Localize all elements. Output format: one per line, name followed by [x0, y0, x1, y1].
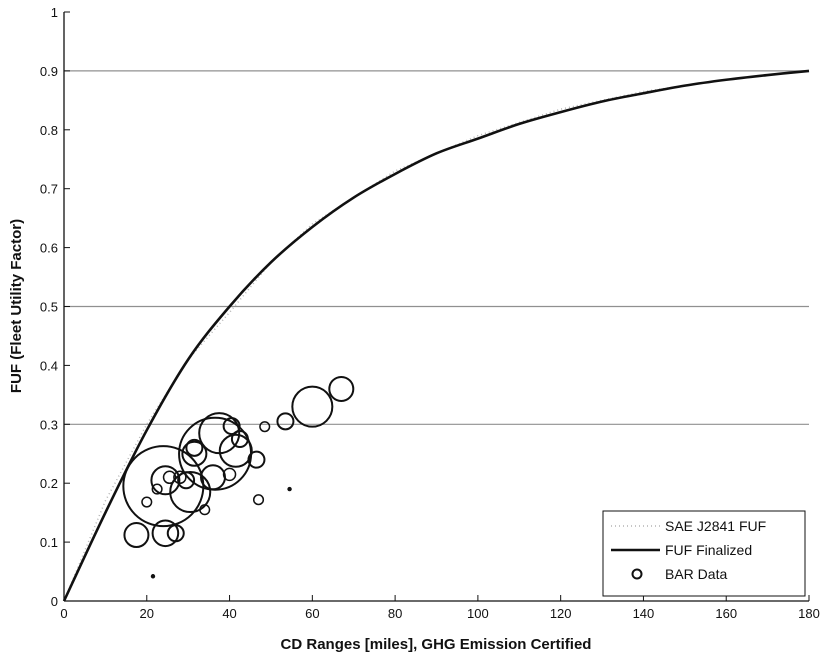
legend: SAE J2841 FUF FUF Finalized BAR Data [602, 510, 806, 597]
bar-data-point [169, 471, 212, 514]
bar-data-point [151, 519, 180, 548]
bar-data-point [291, 385, 334, 428]
x-tick-label: 20 [140, 606, 154, 621]
bar-data-point [276, 412, 295, 431]
y-axis-title: FUF (Fleet Utility Factor) [8, 219, 25, 393]
gridlines [64, 70, 809, 425]
bar-data-point [287, 486, 292, 492]
bar-data-series [122, 375, 355, 579]
bar-data-point [150, 574, 156, 579]
x-tick-label: 60 [305, 606, 319, 621]
bar-data-point [162, 470, 177, 485]
x-tick-label: 160 [715, 606, 737, 621]
bar-data-point [222, 417, 241, 436]
bar-data-point [151, 483, 163, 495]
y-tick-label: 0.9 [40, 64, 58, 79]
y-tick-label: 0 [51, 594, 58, 609]
y-tick-label: 0.7 [40, 182, 58, 197]
bar-data-point [247, 450, 266, 469]
y-tick-label: 0.8 [40, 123, 58, 138]
x-axis-title: CD Ranges [miles], GHG Emission Certifie… [281, 636, 592, 653]
y-tick-label: 0.2 [40, 476, 58, 491]
sae-j2841-fuf-line [63, 70, 810, 602]
bar-data-point [181, 440, 208, 467]
x-tick-label: 100 [467, 606, 489, 621]
bar-data-point [177, 471, 196, 490]
bar-data-point [218, 433, 253, 468]
bar-data-point [222, 467, 237, 482]
bar-data-point [328, 375, 355, 402]
bar-data-point [259, 421, 271, 433]
legend-label-bar: BAR Data [665, 566, 727, 582]
x-tick-label: 120 [550, 606, 572, 621]
y-tick-label: 0.1 [40, 535, 58, 550]
bar-data-point [252, 494, 265, 506]
bar-data-point [185, 438, 204, 457]
legend-label-sae: SAE J2841 FUF [665, 518, 766, 534]
sae-j2841-fuf-series [63, 70, 810, 602]
fuf-finalized-line [62, 69, 810, 602]
legend-swatch-bar [631, 568, 643, 580]
bar-data-point [166, 524, 185, 543]
legend-label-finalized: FUF Finalized [665, 542, 752, 558]
y-tick-label: 0.6 [40, 241, 58, 256]
x-tick-label: 180 [798, 606, 820, 621]
x-tick-label: 0 [60, 606, 67, 621]
bar-data-point [199, 504, 211, 516]
bar-data-point [230, 430, 249, 449]
bar-data-point [141, 496, 153, 508]
y-tick-label: 0.4 [40, 358, 58, 373]
y-tick-label: 0.3 [40, 417, 58, 432]
x-tick-label: 80 [388, 606, 402, 621]
bar-data-point [173, 470, 187, 485]
bar-data-point [150, 465, 181, 496]
ticks: 0 20 40 60 80 100 120 140 160 180 0 0.1 0.2 0.3 0.4 0.5… [40, 5, 820, 621]
x-tick-label: 40 [222, 606, 236, 621]
fuf-finalized-series [62, 69, 810, 602]
legend-box [602, 510, 806, 597]
x-tick-label: 140 [633, 606, 655, 621]
bar-data-point [122, 445, 205, 528]
y-tick-label: 0.5 [40, 300, 58, 315]
y-tick-label: 1 [51, 5, 58, 20]
bar-data-point [123, 522, 150, 549]
